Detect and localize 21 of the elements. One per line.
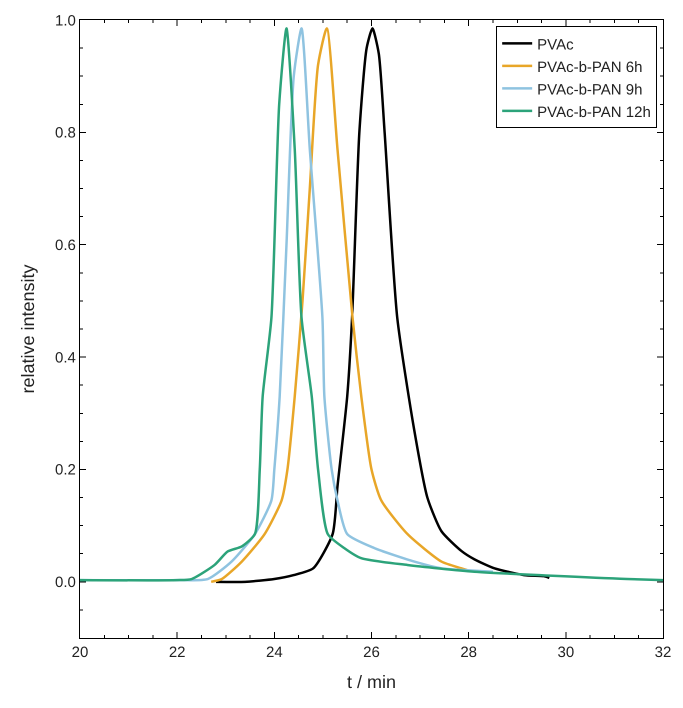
x-tick-label: 20: [72, 644, 88, 662]
y-tick-label: 0.0: [55, 574, 76, 592]
legend-label: PVAc-b-PAN 6h: [537, 58, 642, 76]
y-tick-label: 1.0: [55, 12, 76, 30]
x-axis-title: t / min: [346, 672, 396, 692]
y-tick-label: 0.4: [55, 349, 76, 366]
line-series: [80, 27, 663, 582]
legend-label: PVAc-b-PAN 9h: [537, 81, 642, 98]
line-series: [210, 27, 470, 584]
x-tick-label: 30: [557, 644, 574, 662]
x-tick-label: 24: [266, 644, 283, 662]
legend-label: PVAc-b-PAN 12h: [537, 104, 651, 121]
y-tick-label: 0.2: [55, 462, 76, 479]
y-axis-title: relative intensity: [18, 264, 38, 394]
y-tick-label: 0.6: [55, 236, 76, 254]
legend-label: PVAc: [537, 36, 574, 54]
x-tick-label: 28: [460, 644, 478, 662]
x-tick-label: 26: [363, 644, 380, 662]
x-tick-label: 22: [168, 644, 186, 662]
y-tick-label: 0.8: [55, 124, 76, 142]
x-tick-label: 32: [654, 644, 672, 662]
